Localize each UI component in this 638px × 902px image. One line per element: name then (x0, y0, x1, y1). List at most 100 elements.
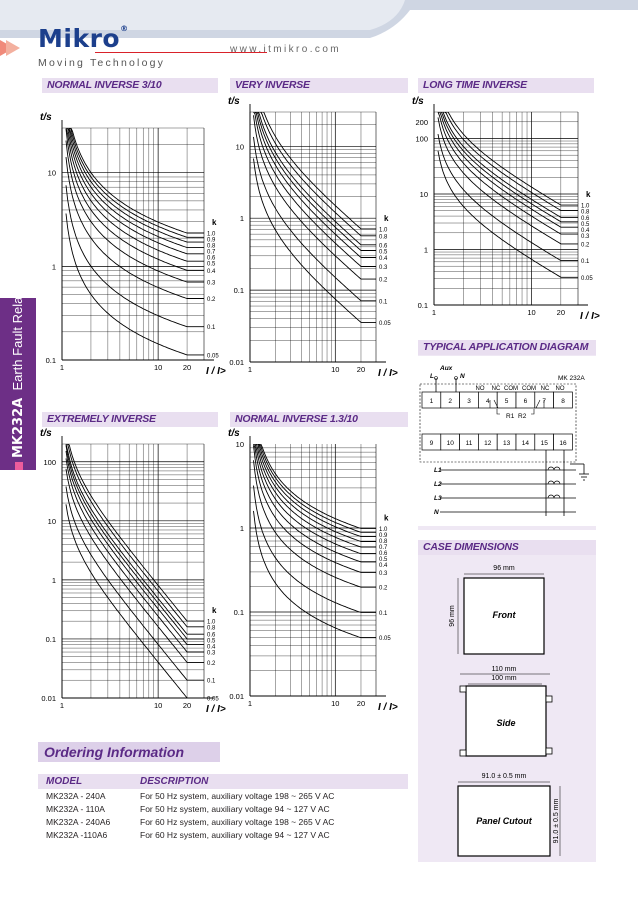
k-value-label: 0.8 (379, 234, 388, 240)
cutout-height-label: 91.0 ± 0.5 mm (553, 798, 560, 843)
y-axis-title: t/s (412, 96, 424, 107)
website-link[interactable]: www.itmikro.com (230, 44, 342, 55)
curve-k-1.0 (66, 128, 204, 234)
curve-k-0.7 (66, 128, 204, 249)
contact-label: COM (504, 386, 518, 392)
curve-k-0.4 (65, 450, 204, 646)
case-dimensions-drawing: 96 mm Front 96 mm 110 mm 100 mm Side 91.… (449, 565, 561, 857)
x-tick-label: 10 (154, 363, 162, 372)
curve-k-0.3 (253, 445, 376, 573)
ordering-col-description: DESCRIPTION (140, 776, 209, 787)
curve-k-0.05 (65, 213, 204, 356)
cutout-label: Panel Cutout (476, 816, 533, 826)
side-tab (0, 298, 36, 470)
y-axis-title: t/s (40, 112, 52, 123)
k-value-label: 0.3 (379, 571, 388, 577)
terminal-number: 3 (467, 398, 471, 405)
curve-k-0.3 (253, 112, 376, 267)
relay-r2: R2 (518, 413, 527, 420)
contact-label: NC (541, 386, 550, 392)
curve-k-0.8 (66, 444, 204, 628)
curve-k-0.3 (437, 112, 578, 235)
k-value-label: 0.6 (379, 243, 388, 249)
k-value-label: 0.1 (379, 299, 388, 305)
k-value-label: 0.6 (207, 633, 216, 639)
k-value-label: 0.5 (379, 249, 388, 255)
y-tick-label: 10 (48, 169, 56, 178)
y-axis-title: t/s (228, 96, 240, 107)
curve-k-0.1 (65, 185, 204, 328)
k-value-label: 1.0 (581, 204, 590, 210)
y-tick-label: 0.01 (41, 694, 56, 703)
x-tick-label: 20 (183, 701, 191, 710)
k-value-label: 0.1 (581, 259, 590, 265)
contact-label: NC (492, 386, 501, 392)
x-tick-label: 10 (527, 308, 535, 317)
k-value-label: 0.6 (207, 256, 216, 262)
curve-k-0.5 (438, 112, 578, 223)
terminal-number: 12 (484, 440, 492, 447)
y-tick-label: 100 (415, 134, 428, 143)
k-value-label: 0.05 (207, 353, 219, 359)
k-value-label: 0.4 (207, 645, 216, 651)
header-swoosh (0, 0, 638, 56)
k-value-label: 0.4 (207, 269, 216, 275)
curve-k-0.3 (65, 458, 204, 653)
k-value-label: 0.05 (581, 276, 593, 282)
x-tick-label: 20 (183, 363, 191, 372)
curve-chart-4: 10 1 0.1 0.01 1 10 20 t/s I / I> k 1.00.90.80.70.6… (228, 428, 398, 713)
row-model: MK232A -110A6 (46, 830, 108, 840)
y-tick-label: 0.01 (229, 692, 244, 701)
row-description: For 50 Hz system, auxiliary voltage 198 … (140, 791, 335, 801)
y-tick-label: 0.01 (229, 358, 244, 367)
terminal-number: 8 (561, 398, 565, 405)
k-label: k (586, 190, 591, 199)
k-value-label: 0.7 (207, 250, 216, 256)
curve-k-0.4 (253, 112, 376, 258)
k-value-label: 0.1 (207, 679, 216, 685)
y-tick-label: 1 (240, 524, 244, 533)
cutout-width-label: 91.0 ± 0.5 mm (482, 773, 527, 780)
y-axis-title: t/s (228, 428, 240, 439)
k-label: k (384, 513, 389, 522)
contact-label: NO (476, 386, 485, 392)
line-label-L2: L2 (434, 481, 442, 488)
ordering-table: MK232A - 240A For 50 Hz system, auxiliary… (46, 790, 416, 842)
line-label-L1: L1 (434, 467, 442, 474)
terminal-number: 11 (466, 440, 473, 447)
curve-k-0.1 (437, 134, 578, 262)
y-tick-label: 1 (240, 214, 244, 223)
y-tick-label: 1 (52, 262, 56, 271)
curve-k-0.8 (66, 128, 204, 243)
curve-k-0.05 (253, 158, 376, 323)
contact-label: COM (522, 386, 536, 392)
table-row: MK232A - 240A For 50 Hz system, auxiliary… (46, 790, 416, 803)
curve-chart-1: 10 1 0.1 0.01 1 10 20 t/s I / I> k 1.00.8 0.60.50.4… (228, 96, 398, 379)
curve-k-0.05 (253, 510, 376, 639)
line-label-L3: L3 (434, 495, 442, 502)
curve-k-0.8 (253, 112, 376, 237)
chart-title-normal-inverse-3-10: NORMAL INVERSE 3/10 (42, 78, 218, 93)
k-value-label: 0.3 (207, 281, 216, 287)
row-model: MK232A - 110A (46, 804, 105, 814)
k-value-label: 1.0 (379, 227, 388, 233)
contact-label: NO (556, 386, 565, 392)
x-axis-title: I / I> (206, 366, 226, 377)
y-tick-label: 0.1 (46, 635, 56, 644)
curve-k-0.6 (253, 444, 376, 548)
k-value-label: 0.2 (581, 242, 590, 248)
k-value-label: 0.2 (379, 586, 388, 592)
k-value-label: 0.7 (379, 545, 388, 551)
y-tick-label: 200 (415, 118, 428, 127)
k-value-label: 1.0 (207, 620, 216, 626)
chart-title-very-inverse: VERY INVERSE (230, 78, 408, 93)
x-tick-label: 1 (248, 699, 252, 708)
terminal-number: 2 (448, 398, 452, 405)
k-value-label: 0.1 (207, 325, 216, 331)
k-value-label: 0.9 (207, 238, 216, 244)
row-model: MK232A - 240A (46, 791, 106, 801)
k-value-label: 0.4 (581, 228, 590, 234)
side-label: Side (496, 718, 515, 728)
curve-k-1.0 (438, 112, 578, 206)
k-value-label: 0.9 (379, 533, 388, 539)
